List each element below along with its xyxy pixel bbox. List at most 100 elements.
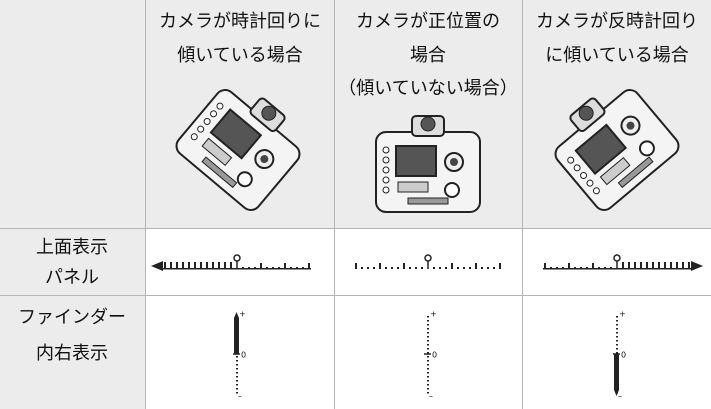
vf-dot (427, 320, 429, 322)
row-label-bg (0, 228, 145, 409)
indicator-dot (397, 267, 399, 269)
indicator-dot (487, 267, 489, 269)
header-text: カメラが時計回りに (159, 11, 321, 32)
indicator-tick (284, 263, 286, 269)
indicator-dot (439, 267, 441, 269)
vf-dot (236, 388, 238, 390)
indicator-tick (592, 263, 594, 269)
indicator-bar (164, 262, 166, 269)
indicator-base (543, 268, 691, 270)
vf-dot (616, 332, 618, 334)
vf-dot (236, 376, 238, 378)
indicator-tick (308, 263, 310, 269)
vf-dot (427, 324, 429, 326)
indicator-bar (194, 262, 196, 269)
row-label: パネル (45, 267, 99, 288)
row-label: 上面表示 (36, 237, 108, 258)
indicator-bar (628, 262, 630, 269)
indicator-bar (224, 262, 226, 269)
indicator-bar (200, 262, 202, 269)
indicator-bar (658, 262, 660, 269)
vf-dot (427, 344, 429, 346)
vf-dot (427, 384, 429, 386)
indicator-zero-mark (233, 254, 241, 262)
indicator-bar (230, 262, 232, 269)
vf-dot (427, 376, 429, 378)
indicator-bar (206, 262, 208, 269)
indicator-dot (409, 267, 411, 269)
header-text: 傾いている場合 (177, 45, 302, 66)
indicator-bar (670, 262, 672, 269)
vf-plus: + (619, 310, 626, 319)
vf-dot (427, 356, 429, 358)
indicator-bar (676, 262, 678, 269)
vf-zero-label: 0 (432, 351, 437, 360)
vf-plus: + (430, 310, 437, 319)
indicator-tick (355, 263, 357, 269)
indicator-bar (646, 262, 648, 269)
indicator-base (163, 268, 311, 270)
indicator-dot (481, 267, 483, 269)
indicator-dot (391, 267, 393, 269)
vf-arrow (234, 312, 239, 318)
vf-dot (427, 316, 429, 318)
indicator-bar (176, 262, 178, 269)
header-text: に傾いている場合 (545, 45, 688, 66)
vf-minus: – (238, 392, 242, 401)
indicator-bar (634, 262, 636, 269)
vf-zero-label: 0 (621, 351, 626, 360)
indicator-bar (622, 262, 624, 269)
indicator-bar (170, 262, 172, 269)
indicator-dot (457, 267, 459, 269)
indicator-dot (469, 267, 471, 269)
indicator-tick (568, 263, 570, 269)
vf-bar (614, 354, 619, 390)
header-text: カメラが正位置の (356, 11, 500, 32)
vf-dot (616, 340, 618, 342)
indicator-zero-mark (424, 254, 432, 262)
indicator-tick (499, 263, 501, 269)
row-label: ファインダー (18, 307, 126, 328)
indicator-tick (260, 263, 262, 269)
indicator-tick (475, 263, 477, 269)
row-label: 内右表示 (36, 343, 108, 364)
vf-dot (236, 360, 238, 362)
indicator-dot (367, 267, 369, 269)
vf-dot (236, 384, 238, 386)
vf-dot (616, 328, 618, 330)
vf-minus: – (618, 392, 622, 401)
vf-dot (236, 356, 238, 358)
indicator-bar (640, 262, 642, 269)
vf-dot (427, 336, 429, 338)
indicator-tick (379, 263, 381, 269)
vf-dot (616, 344, 618, 346)
vf-dot (427, 332, 429, 334)
vf-dot (427, 388, 429, 390)
vf-dot (427, 372, 429, 374)
vf-dot (616, 316, 618, 318)
vf-dot (427, 368, 429, 370)
vf-dot (236, 392, 238, 394)
vf-dot (616, 348, 618, 350)
vf-dot (427, 352, 429, 354)
indicator-dot (361, 267, 363, 269)
indicator-dot (385, 267, 387, 269)
vf-dot (616, 352, 618, 354)
vf-dot (427, 340, 429, 342)
vf-dot (236, 368, 238, 370)
indicator-bar (652, 262, 654, 269)
indicator-tick (544, 263, 546, 269)
vf-plus: + (239, 310, 246, 319)
header-text: カメラが反時計回り (536, 11, 698, 32)
indicator-tick (451, 263, 453, 269)
indicator-bar (218, 262, 220, 269)
vf-dot (427, 380, 429, 382)
indicator-bar (212, 262, 214, 269)
indicator-dot (493, 267, 495, 269)
vf-dot (427, 392, 429, 394)
vf-dot (616, 336, 618, 338)
indicator-bar (664, 262, 666, 269)
vf-dot (616, 324, 618, 326)
